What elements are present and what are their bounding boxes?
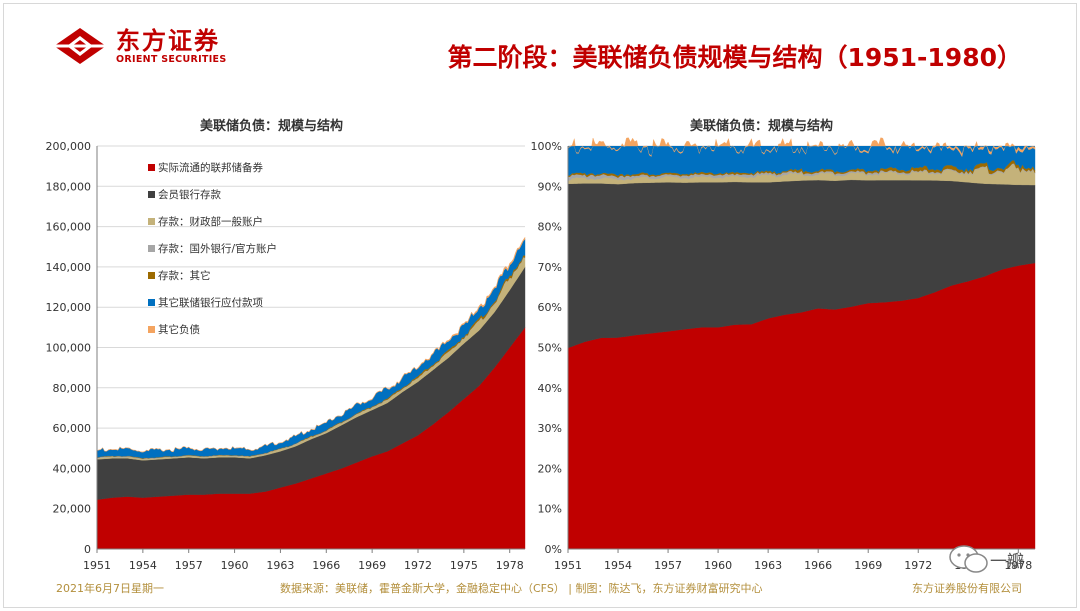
x-tick-label: 1972 [404, 559, 432, 572]
x-tick-label: 1966 [312, 559, 340, 572]
x-tick-label: 1954 [129, 559, 157, 572]
watermark: 一瓣 [948, 543, 1024, 575]
legend-label: 存款：其它 [158, 269, 211, 282]
legend-label: 存款：财政部一般账户 [158, 215, 263, 228]
legend-label: 存款：国外银行/官方账户 [158, 242, 277, 255]
y-tick-label: 100,000 [46, 342, 92, 355]
y-tick-label: 10% [538, 503, 562, 516]
y-tick-label: 60% [538, 301, 562, 314]
legend-swatch [148, 299, 155, 306]
y-tick-label: 180,000 [46, 180, 92, 193]
area-series-residual [568, 146, 1035, 156]
y-tick-label: 20% [538, 462, 562, 475]
left-chart-title: 美联储负债：规模与结构 [200, 119, 344, 134]
x-tick-label: 1960 [704, 559, 732, 572]
x-tick-label: 1966 [804, 559, 832, 572]
y-tick-label: 30% [538, 422, 562, 435]
y-tick-label: 120,000 [46, 301, 92, 314]
y-tick-label: 0 [84, 543, 91, 556]
y-tick-label: 160,000 [46, 221, 92, 234]
y-tick-label: 90% [538, 180, 562, 193]
slide-border [3, 3, 1077, 608]
legend-swatch [148, 191, 155, 198]
legend-swatch [148, 245, 155, 252]
liabilities-share-chart: 0% 10% 20% 30% 40% 50% 60% 70% 80% 90% 100% 1951 195… [531, 137, 1036, 572]
x-tick-label: 1957 [654, 559, 682, 572]
x-tick-label: 1978 [496, 559, 524, 572]
y-tick-label: 40% [538, 382, 562, 395]
legend-swatch [148, 218, 155, 225]
x-tick-label: 1969 [854, 559, 882, 572]
y-tick-label: 20,000 [53, 503, 92, 516]
footer-source: 数据来源：美联储，霍普金斯大学，金融稳定中心（CFS） | 制图：陈达飞，东方证… [280, 582, 763, 595]
x-tick-label: 1951 [83, 559, 111, 572]
logo-cn-text: 东方证券 [116, 26, 220, 55]
page-title: 第二阶段：美联储负债规模与结构（1951-1980） [447, 43, 1022, 72]
y-tick-label: 200,000 [46, 140, 92, 153]
y-tick-label: 0% [545, 543, 562, 556]
legend-swatch [148, 272, 155, 279]
right-chart-title: 美联储负债：规模与结构 [690, 119, 834, 134]
x-tick-label: 1957 [175, 559, 203, 572]
y-tick-label: 60,000 [53, 422, 92, 435]
x-tick-label: 1978 [1004, 559, 1032, 572]
legend-label: 其它联储银行应付款项 [158, 296, 263, 309]
x-tick-label: 1960 [221, 559, 249, 572]
x-tick-label: 1954 [604, 559, 632, 572]
x-tick-label: 1969 [358, 559, 386, 572]
liabilities-level-chart: 0 20,000 40,000 60,000 80,000 100,000 120,000 1… [46, 140, 526, 572]
y-tick-label: 70% [538, 261, 562, 274]
legend-label: 会员银行存款 [158, 188, 221, 201]
y-tick-label: 40,000 [53, 462, 92, 475]
y-tick-label: 80,000 [53, 382, 92, 395]
legend-swatch [148, 326, 155, 333]
y-tick-label: 140,000 [46, 261, 92, 274]
x-tick-label: 1963 [266, 559, 294, 572]
x-tick-label: 1963 [754, 559, 782, 572]
x-tick-label: 1975 [450, 559, 478, 572]
y-tick-label: 50% [538, 342, 562, 355]
orient-securities-logo: 东方证券 ORIENT SECURITIES [52, 26, 226, 66]
x-tick-label: 1951 [554, 559, 582, 572]
logo-diamond-icon [54, 28, 106, 64]
legend-label: 其它负债 [158, 323, 200, 336]
y-tick-label: 80% [538, 221, 562, 234]
wechat-bubble-icon [949, 545, 988, 573]
legend-swatch [148, 164, 155, 171]
x-tick-label: 1972 [904, 559, 932, 572]
y-tick-label: 100% [531, 140, 562, 153]
logo-en-text: ORIENT SECURITIES [116, 53, 227, 65]
legend-label: 实际流通的联邦储备券 [158, 161, 263, 174]
area-series-7 [567, 137, 1036, 158]
area-series-7 [96, 236, 526, 453]
watermark-text: 一瓣 [990, 551, 1024, 572]
footer-date: 2021年6月7日星期一 [56, 582, 164, 595]
footer-company: 东方证券股份有限公司 [912, 582, 1022, 595]
